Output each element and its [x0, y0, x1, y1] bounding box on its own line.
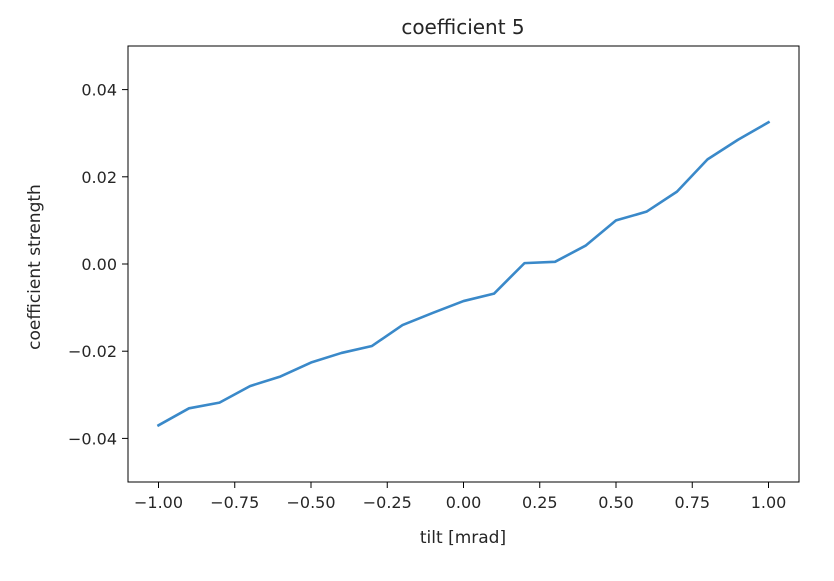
x-tick-label: −0.25 [363, 493, 412, 512]
data-series [156, 120, 771, 428]
y-tick-label: −0.04 [68, 429, 117, 448]
y-tick-label: 0.00 [81, 255, 117, 274]
y-axis-label: coefficient strength [25, 184, 45, 350]
chart-title: coefficient 5 [401, 15, 524, 39]
y-tick-label: −0.02 [68, 342, 117, 361]
x-tick-label: 0.75 [674, 493, 710, 512]
x-tick-label: −1.00 [134, 493, 183, 512]
series-line [156, 120, 771, 428]
plot-area-frame [127, 45, 800, 483]
x-tick-label: −0.50 [286, 493, 335, 512]
x-axis-label: tilt [mrad] [420, 528, 506, 548]
x-tick-label: −0.75 [210, 493, 259, 512]
y-tick-label: 0.02 [81, 168, 117, 187]
y-tick-label: 0.04 [81, 81, 117, 100]
axis-ticks: −1.00 −0.75 −0.50 −0.25 0.00 0.25 0.50 0.75 1.00… [68, 81, 786, 512]
x-tick-label: 1.00 [751, 493, 787, 512]
x-tick-label: 0.00 [446, 493, 482, 512]
x-tick-label: 0.50 [598, 493, 634, 512]
x-tick-label: 0.25 [522, 493, 558, 512]
